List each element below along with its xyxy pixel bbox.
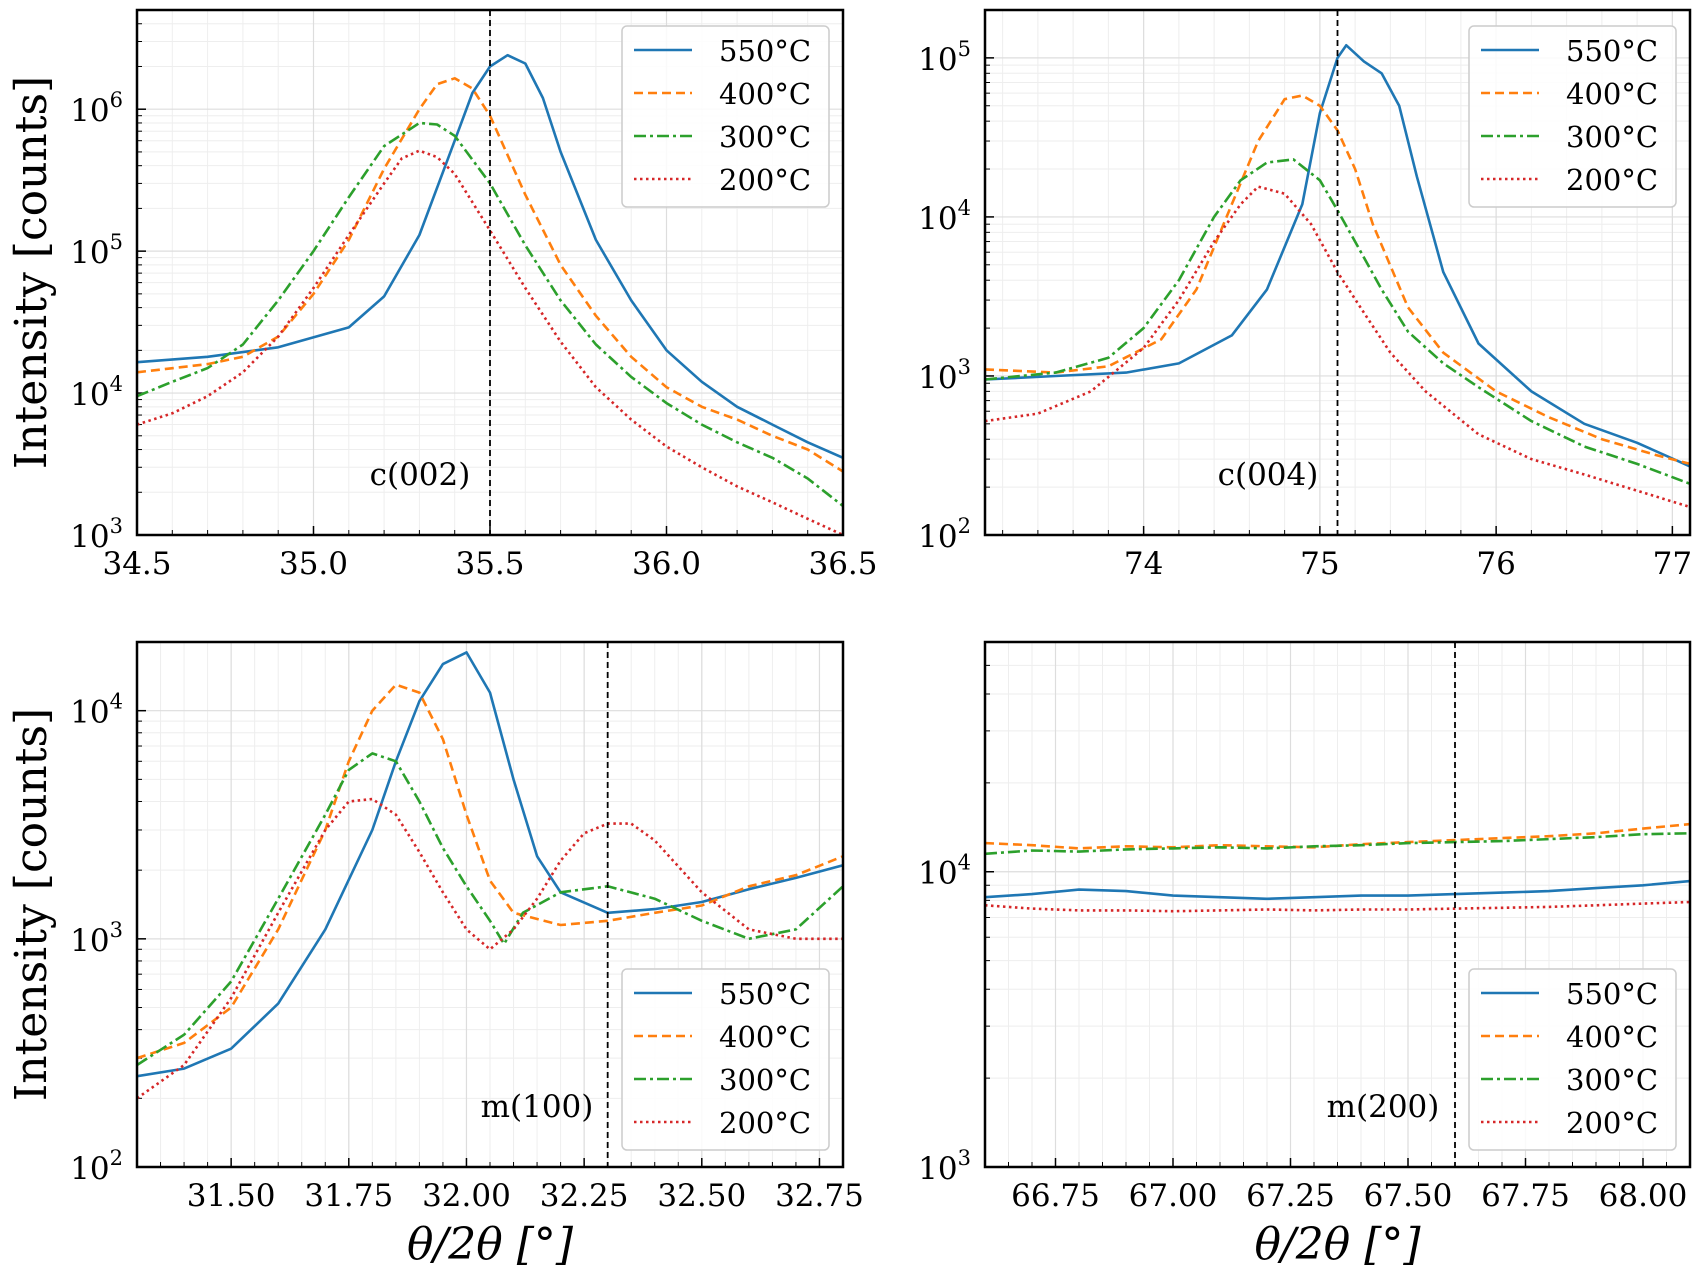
y-axis-label: Intensity [counts] [6,708,57,1101]
peak-annotation: c(002) [370,457,471,493]
chart-panel-2: 74 75 76 77 102 103 104 105 c(004) 550°C 400°C 300°… [918,8,1692,582]
series-line-1 [137,53,843,459]
ytick-label: 103 [70,514,123,555]
ytick-label: 105 [70,230,123,271]
series-line-1 [985,879,1690,901]
ytick-label: 104 [70,372,123,413]
peak-annotation: m(100) [481,1089,594,1125]
ytick-label: 102 [70,1146,123,1187]
x-axis-label: θ/2θ [°] [1254,1219,1421,1270]
legend-label: 400°C [719,1020,811,1054]
ytick-label: 103 [918,1146,971,1187]
ytick-label: 104 [918,851,971,892]
ytick-label: 104 [70,690,123,731]
xtick-label: 67.50 [1364,1178,1453,1214]
series-line-1 [985,44,1690,468]
y-axis-label: Intensity [counts] [6,76,57,469]
xtick-label: 77 [1653,546,1692,582]
xtick-label: 75 [1300,546,1339,582]
xtick-label: 31.75 [304,1178,393,1214]
axes-frame [983,640,1692,1169]
series-line-2 [985,94,1690,466]
axes-frame [135,640,845,1169]
legend-label: 300°C [1566,120,1658,154]
chart-panel-1: 34.5 35.0 35.5 36.0 36.5 103 104 105 106 c(002) 55… [6,8,878,582]
xtick-label: 36.0 [632,546,701,582]
legend: 550°C 400°C 300°C 200°C [1468,968,1677,1151]
chart-panel-4: 66.75 67.00 67.25 67.50 67.75 68.00 103 104 m(20… [918,640,1692,1270]
xtick-label: 67.75 [1481,1178,1570,1214]
ytick-label: 103 [70,918,123,959]
legend-box [1468,968,1677,1151]
legend-label: 300°C [719,1063,811,1097]
series-line-3 [137,752,843,1067]
xtick-label: 32.75 [775,1178,864,1214]
series-line-1 [137,651,843,1078]
ytick-label: 102 [918,514,971,555]
series-line-3 [137,121,843,508]
series-line-2 [137,683,843,1060]
xtick-label: 67.00 [1129,1178,1218,1214]
legend: 550°C 400°C 300°C 200°C [1468,25,1677,208]
xtick-label: 76 [1476,546,1515,582]
legend-box [621,968,830,1151]
legend-label: 550°C [719,977,811,1011]
xtick-label: 36.5 [808,546,877,582]
xtick-label: 66.75 [1011,1178,1100,1214]
xtick-label: 32.50 [657,1178,746,1214]
legend-label: 550°C [719,34,811,68]
legend-label: 400°C [1566,77,1658,111]
legend-label: 200°C [1566,1106,1658,1140]
series-line-4 [985,185,1690,509]
legend-label: 400°C [1566,1020,1658,1054]
x-axis-label: θ/2θ [°] [407,1219,574,1270]
ytick-label: 104 [918,196,971,237]
axes-frame [135,8,845,537]
legend-label: 400°C [719,77,811,111]
legend-label: 200°C [719,1106,811,1140]
xtick-label: 67.25 [1246,1178,1335,1214]
xtick-label: 34.5 [102,546,171,582]
axes-frame [983,8,1692,537]
xtick-label: 32.00 [422,1178,511,1214]
legend-label: 200°C [719,163,811,197]
peak-annotation: c(004) [1218,457,1319,493]
series-line-3 [985,832,1690,856]
legend: 550°C 400°C 300°C 200°C [621,25,830,208]
chart-panel-3: 31.50 31.75 32.00 32.25 32.50 32.75 102 103 104 m… [6,640,864,1270]
legend-label: 200°C [1566,163,1658,197]
legend-label: 300°C [1566,1063,1658,1097]
xtick-label: 74 [1124,546,1163,582]
legend-label: 550°C [1566,977,1658,1011]
xtick-label: 31.50 [187,1178,276,1214]
series-line-4 [137,797,843,1100]
legend: 550°C 400°C 300°C 200°C [621,968,830,1151]
xtick-label: 35.5 [455,546,524,582]
legend-box [621,25,830,208]
legend-box [1468,25,1677,208]
legend-label: 300°C [719,120,811,154]
xtick-label: 32.25 [540,1178,629,1214]
series-line-4 [137,149,843,535]
ytick-label: 103 [918,355,971,396]
ytick-label: 105 [918,37,971,78]
xtick-label: 68.00 [1599,1178,1688,1214]
legend-label: 550°C [1566,34,1658,68]
peak-annotation: m(200) [1327,1089,1440,1125]
ytick-label: 106 [70,88,123,129]
xtick-label: 35.0 [279,546,348,582]
series-line-2 [137,77,843,473]
